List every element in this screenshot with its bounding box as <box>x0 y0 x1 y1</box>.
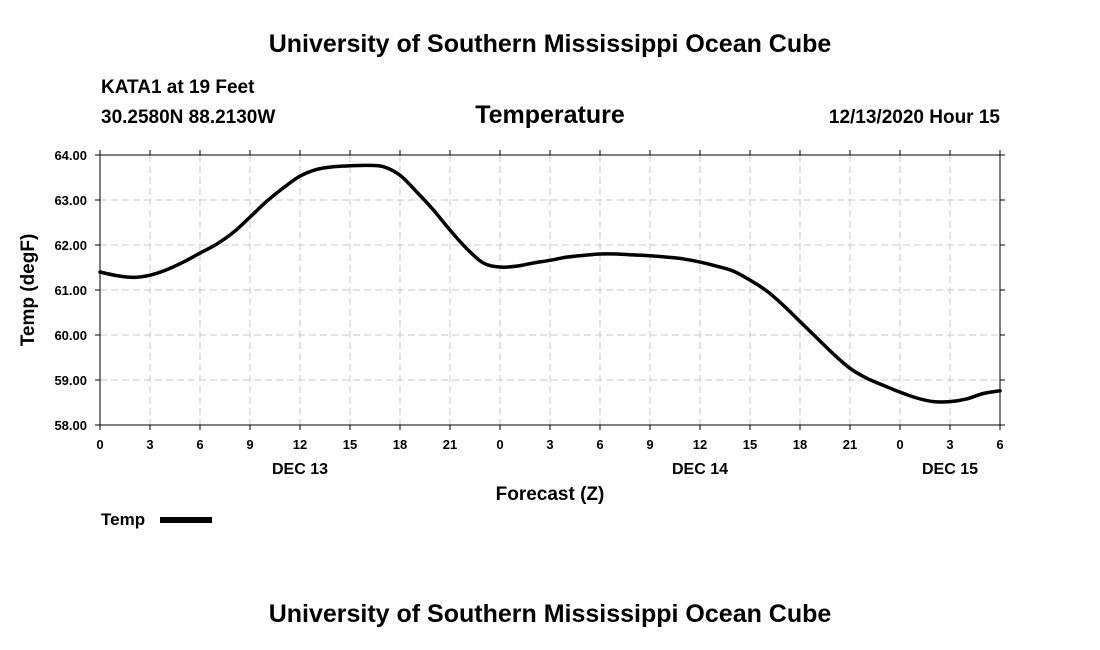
x-axis: 0 3 6 9 12 15 18 21 0 3 6 9 12 15 18 21 0 3 6 <box>96 150 1004 452</box>
x-tick-label: 12 <box>293 437 307 452</box>
chart-title: Temperature <box>475 101 625 129</box>
y-tick-label: 59.00 <box>54 373 87 388</box>
day-labels: DEC 13 DEC 14 DEC 15 <box>272 461 978 478</box>
top-title: University of Southern Mississippi Ocean… <box>268 30 832 58</box>
temperature-chart: 58.00 59.00 60.00 61.00 62.00 63.00 64.00 0 3 6 9… <box>18 148 1005 529</box>
x-tick-label: 15 <box>343 437 357 452</box>
x-tick-label: 15 <box>743 437 757 452</box>
x-axis-label: Forecast (Z) <box>496 484 605 505</box>
x-tick-label: 3 <box>546 437 553 452</box>
y-tick-label: 63.00 <box>54 193 87 208</box>
bottom-title: University of Southern Mississippi Ocean… <box>268 600 832 628</box>
x-tick-label: 0 <box>896 437 903 452</box>
x-tick-label: 18 <box>793 437 807 452</box>
y-tick-label: 58.00 <box>54 418 87 433</box>
x-tick-label: 3 <box>946 437 953 452</box>
x-tick-label: 9 <box>246 437 253 452</box>
grid-lines <box>100 155 1000 425</box>
station-label: KATA1 at 19 Feet <box>101 77 255 98</box>
forecast-datetime: 12/13/2020 Hour 15 <box>828 107 1000 128</box>
y-tick-label: 60.00 <box>54 328 87 343</box>
day-label: DEC 13 <box>272 461 328 478</box>
temp-series-line <box>98 163 1002 404</box>
y-axis: 58.00 59.00 60.00 61.00 62.00 63.00 64.00 <box>54 148 1005 433</box>
y-axis-label: Temp (degF) <box>18 234 39 347</box>
day-label: DEC 14 <box>672 461 728 478</box>
x-tick-label: 0 <box>96 437 103 452</box>
y-tick-label: 64.00 <box>54 148 87 163</box>
x-tick-label: 6 <box>196 437 203 452</box>
x-tick-label: 21 <box>843 437 857 452</box>
x-tick-label: 6 <box>996 437 1003 452</box>
x-tick-label: 6 <box>596 437 603 452</box>
x-tick-label: 12 <box>693 437 707 452</box>
y-tick-label: 62.00 <box>54 238 87 253</box>
station-coordinates: 30.2580N 88.2130W <box>101 107 276 128</box>
day-label: DEC 15 <box>922 461 978 478</box>
x-tick-label: 0 <box>496 437 503 452</box>
x-tick-label: 9 <box>646 437 653 452</box>
y-tick-label: 61.00 <box>54 283 87 298</box>
x-tick-label: 21 <box>443 437 457 452</box>
legend-label: Temp <box>101 510 145 529</box>
x-tick-label: 3 <box>146 437 153 452</box>
x-tick-label: 18 <box>393 437 407 452</box>
